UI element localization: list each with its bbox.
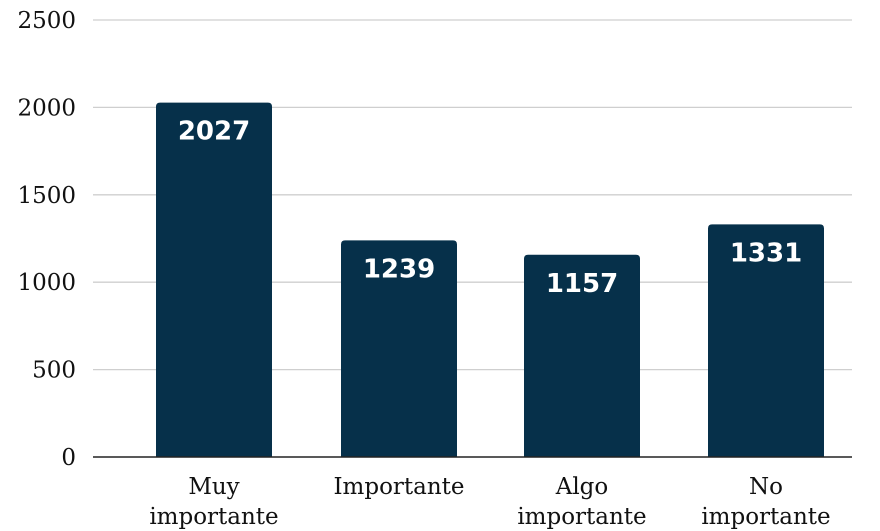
x-axis-category-labels: Muy importante Importante Algo importante No i… — [149, 474, 830, 530]
x-category-label: Importante — [333, 474, 464, 500]
bar-data-labels: 2027 1239 1157 1331 — [178, 117, 802, 299]
bar — [341, 240, 457, 457]
x-category-label: Algo — [555, 474, 609, 500]
y-tick-label: 2000 — [17, 95, 76, 121]
y-tick-label: 1500 — [17, 183, 76, 209]
y-axis-tick-labels: 0 500 1000 1500 2000 2500 — [17, 8, 76, 471]
bar — [156, 102, 272, 458]
bar — [524, 254, 640, 457]
bar — [708, 224, 824, 457]
x-category-label: No — [749, 474, 783, 500]
x-category-label: importante — [149, 504, 278, 530]
x-category-label: importante — [701, 504, 830, 530]
bar-value-label: 1239 — [363, 254, 435, 284]
bar-value-label: 1157 — [546, 269, 618, 299]
y-tick-label: 1000 — [17, 270, 76, 296]
x-category-label: importante — [517, 504, 646, 530]
y-tick-label: 500 — [32, 358, 76, 384]
bar-value-label: 1331 — [730, 238, 802, 268]
bar-value-label: 2027 — [178, 117, 250, 147]
y-tick-label: 0 — [61, 445, 76, 471]
x-category-label: Muy — [188, 474, 239, 500]
y-tick-label: 2500 — [17, 8, 76, 34]
bars — [156, 102, 824, 458]
